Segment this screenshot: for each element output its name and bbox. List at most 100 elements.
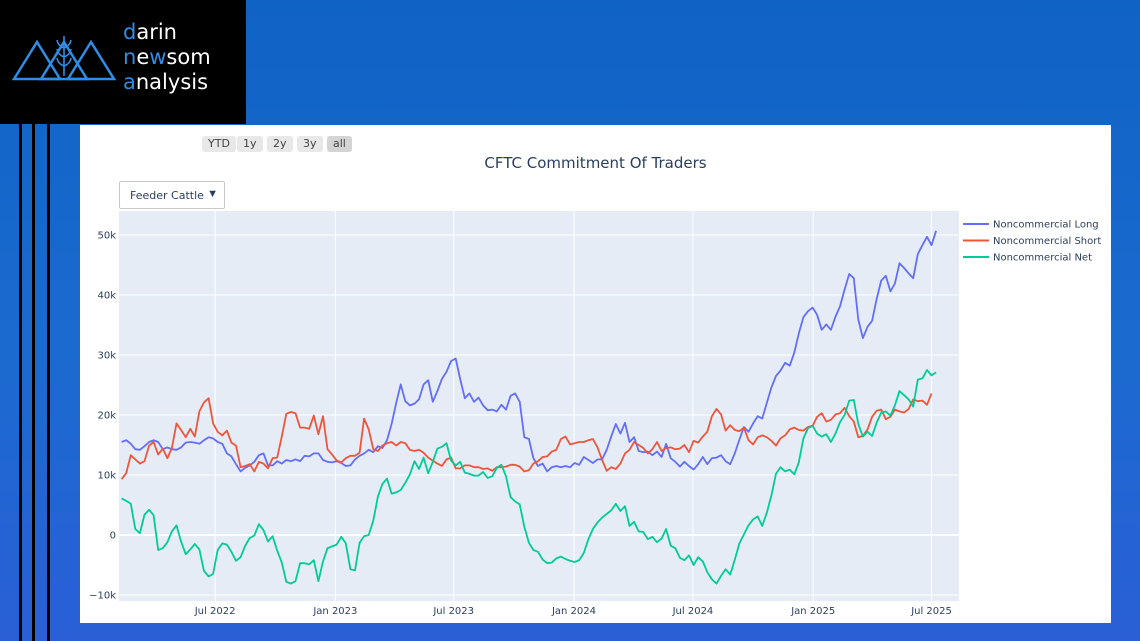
data-point-net [316,579,321,584]
data-point-short [714,407,719,412]
range-button-2y[interactable]: 2y [267,136,293,152]
data-point-short [229,440,234,445]
series-line-long[interactable] [121,230,937,473]
data-point-long [252,459,257,464]
data-point-net [915,377,920,382]
data-point-net [655,540,660,545]
data-point-net [179,539,184,544]
data-point-short [723,428,728,433]
commodity-dropdown[interactable]: Feeder Cattle ▼ [119,181,225,209]
data-point-net [142,512,147,517]
data-point-short [147,443,152,448]
data-point-long [586,458,591,463]
data-point-net [659,536,664,541]
data-point-net [787,467,792,472]
data-point-short [673,447,678,452]
legend-item-net[interactable]: Noncommercial Net [963,253,1092,264]
data-point-long [343,464,348,469]
logo-wordmark: darin newsom analysis [123,20,211,94]
data-point-short [275,455,280,460]
data-point-short [691,438,696,443]
data-point-net [696,555,701,560]
data-point-short [741,425,746,430]
data-point-net [687,553,692,558]
data-point-short [700,434,705,439]
data-point-long [888,289,893,294]
data-point-short [179,428,184,433]
data-point-short [636,443,641,448]
data-point-net [714,581,719,586]
data-point-short [819,411,824,416]
data-point-short [472,465,477,470]
data-point-net [623,504,628,509]
data-point-net [499,462,504,467]
data-point-long [449,359,454,364]
legend-item-short[interactable]: Noncommercial Short [963,236,1101,247]
y-tick-label: 20k [97,411,116,422]
data-point-long [636,449,641,454]
data-point-short [847,414,852,419]
data-point-long [806,309,811,314]
data-point-short [247,462,252,467]
data-point-net [668,543,673,548]
range-button-3y[interactable]: 3y [297,136,323,152]
range-button-all[interactable]: all [327,136,352,152]
data-point-short [641,446,646,451]
y-tick-label: −10k [89,591,116,602]
data-point-long [842,287,847,292]
data-point-net [124,498,129,503]
data-point-long [558,465,563,470]
data-point-net [897,389,902,394]
data-point-short [439,464,444,469]
data-point-long [554,464,559,469]
data-point-short [426,455,431,460]
legend-item-long[interactable]: Noncommercial Long [963,220,1099,231]
data-point-long [787,363,792,368]
plot-area [119,211,959,601]
data-point-short [160,446,165,451]
data-point-long [865,324,870,329]
data-point-net [929,373,934,378]
data-point-long [403,399,408,404]
data-point-long [165,445,170,450]
logo: darin newsom analysis [0,0,246,124]
data-point-short [224,428,229,433]
data-point-short [316,432,321,437]
range-button-1y[interactable]: 1y [237,136,263,152]
data-point-net [636,529,641,534]
data-point-net [595,520,600,525]
data-point-net [394,490,399,495]
data-point-net [293,579,298,584]
data-point-long [316,451,321,456]
data-point-net [266,539,271,544]
data-point-net [865,429,870,434]
data-point-short [677,446,682,451]
range-button-ytd[interactable]: YTD [202,136,236,152]
data-point-long [462,396,467,401]
data-point-net [746,523,751,528]
data-point-long [572,461,577,466]
data-point-net [147,507,152,512]
data-point-short [325,447,330,452]
data-point-long [632,435,637,440]
data-point-net [549,560,554,565]
data-point-long [261,451,266,456]
data-point-long [595,457,600,462]
data-point-net [421,455,426,460]
data-point-short [531,461,536,466]
data-point-long [435,389,440,394]
data-point-short [577,440,582,445]
series-line-short[interactable] [120,393,933,480]
x-tick-label: Jul 2025 [910,606,952,617]
legend: Noncommercial Long Noncommercial Short Non… [963,220,1101,264]
data-point-short [375,449,380,454]
data-point-short [536,459,541,464]
data-point-net [650,534,655,539]
data-point-long [833,314,838,319]
chevron-down-icon: ▼ [207,188,218,200]
series-line-net[interactable] [121,369,937,585]
data-point-long [302,453,307,458]
data-point-long [769,385,774,390]
data-point-short [787,427,792,432]
y-tick-label: 40k [97,291,116,302]
